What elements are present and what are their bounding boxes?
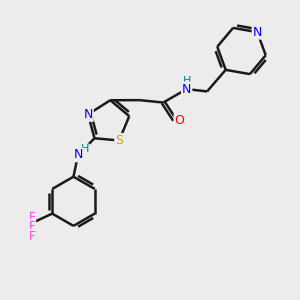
Text: F: F (28, 230, 35, 243)
Text: N: N (73, 148, 83, 161)
Text: F: F (28, 220, 35, 233)
Text: H: H (182, 76, 191, 85)
Text: N: N (182, 82, 191, 95)
Text: S: S (115, 134, 123, 147)
Text: F: F (28, 211, 35, 224)
Text: O: O (175, 114, 184, 127)
Text: H: H (80, 144, 89, 154)
Text: N: N (253, 26, 262, 39)
Text: N: N (83, 108, 93, 121)
